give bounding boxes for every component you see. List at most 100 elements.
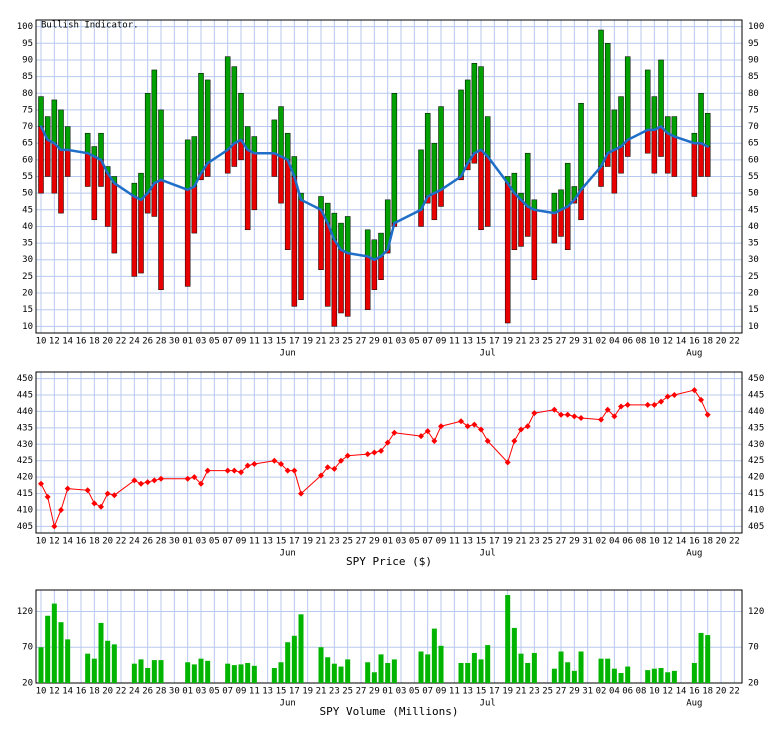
line-segment xyxy=(519,198,529,208)
x-tick-label: 21 xyxy=(516,337,527,347)
bearish-bar xyxy=(84,152,91,187)
x-tick-label: 18 xyxy=(89,687,100,697)
volume-bar xyxy=(145,667,151,683)
volume-bar xyxy=(191,664,197,683)
volume-bar xyxy=(198,658,204,683)
x-tick-label: 27 xyxy=(356,687,367,697)
price-marker xyxy=(598,416,605,423)
line-segment xyxy=(253,460,275,465)
line-segment xyxy=(533,208,556,215)
bearish-bar xyxy=(704,146,711,177)
line-segment xyxy=(53,141,63,152)
line-segment xyxy=(60,488,69,511)
bullish-bar xyxy=(558,189,564,211)
price-marker xyxy=(364,451,371,458)
x-tick-label: 13 xyxy=(262,687,273,697)
x-tick-label: 31 xyxy=(582,687,593,697)
price-marker xyxy=(51,523,58,530)
bearish-bar xyxy=(91,156,98,221)
bullish-bar xyxy=(524,152,531,207)
line-segment xyxy=(319,208,329,225)
y-tick-label: 55 xyxy=(22,172,33,182)
bullish-bar xyxy=(704,112,711,147)
x-tick-label: 17 xyxy=(489,687,500,697)
x-tick-label: 23 xyxy=(529,337,540,347)
x-tick-label: 03 xyxy=(196,537,207,547)
bullish-bar xyxy=(84,132,91,154)
line-segment xyxy=(146,181,156,195)
bullish-bar xyxy=(251,136,258,154)
price-marker xyxy=(84,487,91,494)
price-marker xyxy=(44,493,51,500)
x-tick-label: 26 xyxy=(142,537,153,547)
price-marker xyxy=(298,490,305,497)
volume-bar xyxy=(698,632,704,683)
x-tick-label: 23 xyxy=(529,537,540,547)
bearish-bar xyxy=(251,152,258,211)
x-tick-label: 07 xyxy=(222,537,233,547)
y-tick-label-right: 440 xyxy=(748,407,764,417)
volume-bar xyxy=(551,668,557,683)
x-tick-label: 21 xyxy=(316,537,327,547)
x-tick-label: 03 xyxy=(396,337,407,347)
y-tick-label-right: 55 xyxy=(748,172,759,182)
y-tick-label-right: 85 xyxy=(748,72,759,82)
volume-bar xyxy=(505,595,511,683)
x-tick-label: 11 xyxy=(249,687,260,697)
bullish-bar xyxy=(344,216,351,254)
x-tick-label: 10 xyxy=(36,337,47,347)
x-tick-label: 29 xyxy=(569,537,580,547)
volume-bar xyxy=(285,642,291,683)
y-tick-label: 20 xyxy=(22,289,33,299)
volume-bar xyxy=(658,667,664,683)
price-marker xyxy=(651,401,658,408)
x-tick-label: 25 xyxy=(342,687,353,697)
bearish-bar xyxy=(338,249,344,314)
x-tick-label: 13 xyxy=(262,337,273,347)
x-tick-label: 10 xyxy=(649,337,660,347)
x-tick-label: 22 xyxy=(729,687,740,697)
price-marker xyxy=(38,480,44,487)
bullish-bar xyxy=(38,96,44,127)
y-tick-label-right: 60 xyxy=(748,155,759,165)
price-marker xyxy=(578,415,585,421)
x-tick-label: 06 xyxy=(622,687,633,697)
x-tick-label: 05 xyxy=(209,337,220,347)
x-tick-label: 02 xyxy=(596,337,607,347)
price-marker xyxy=(418,433,425,440)
month-label: Jun xyxy=(280,549,296,559)
line-segment xyxy=(226,141,236,152)
y-tick-label-right: 435 xyxy=(748,423,764,433)
y-tick-label: 440 xyxy=(17,407,33,417)
volume-bar xyxy=(378,654,384,683)
y-tick-label-right: 95 xyxy=(748,39,759,49)
y-tick-label: 120 xyxy=(17,607,33,617)
line-segment xyxy=(459,161,469,178)
line-segment xyxy=(393,208,423,225)
price-marker xyxy=(551,406,558,413)
price-marker xyxy=(64,485,71,492)
line-segment xyxy=(159,178,189,192)
price-marker xyxy=(604,406,611,413)
x-tick-label: 07 xyxy=(222,337,233,347)
y-tick-label: 445 xyxy=(17,391,33,401)
price-marker xyxy=(151,477,158,484)
volume-bar xyxy=(45,615,51,683)
volume-bar xyxy=(245,662,251,683)
bullish-bar xyxy=(464,79,471,164)
bullish-bar xyxy=(204,79,211,164)
line-segment xyxy=(293,470,302,495)
price-marker xyxy=(144,479,151,486)
x-tick-label: 08 xyxy=(636,687,647,697)
x-tick-label: 29 xyxy=(369,537,380,547)
bearish-bar xyxy=(658,126,664,157)
price-marker xyxy=(511,438,518,444)
bearish-bar xyxy=(58,149,64,214)
x-tick-label: 01 xyxy=(182,687,193,697)
volume-bar xyxy=(691,662,697,683)
bearish-bar xyxy=(51,142,58,194)
bearish-bar xyxy=(511,192,518,251)
y-tick-label: 415 xyxy=(17,489,33,499)
x-tick-label: 28 xyxy=(156,537,167,547)
x-tick-label: 20 xyxy=(716,337,727,347)
